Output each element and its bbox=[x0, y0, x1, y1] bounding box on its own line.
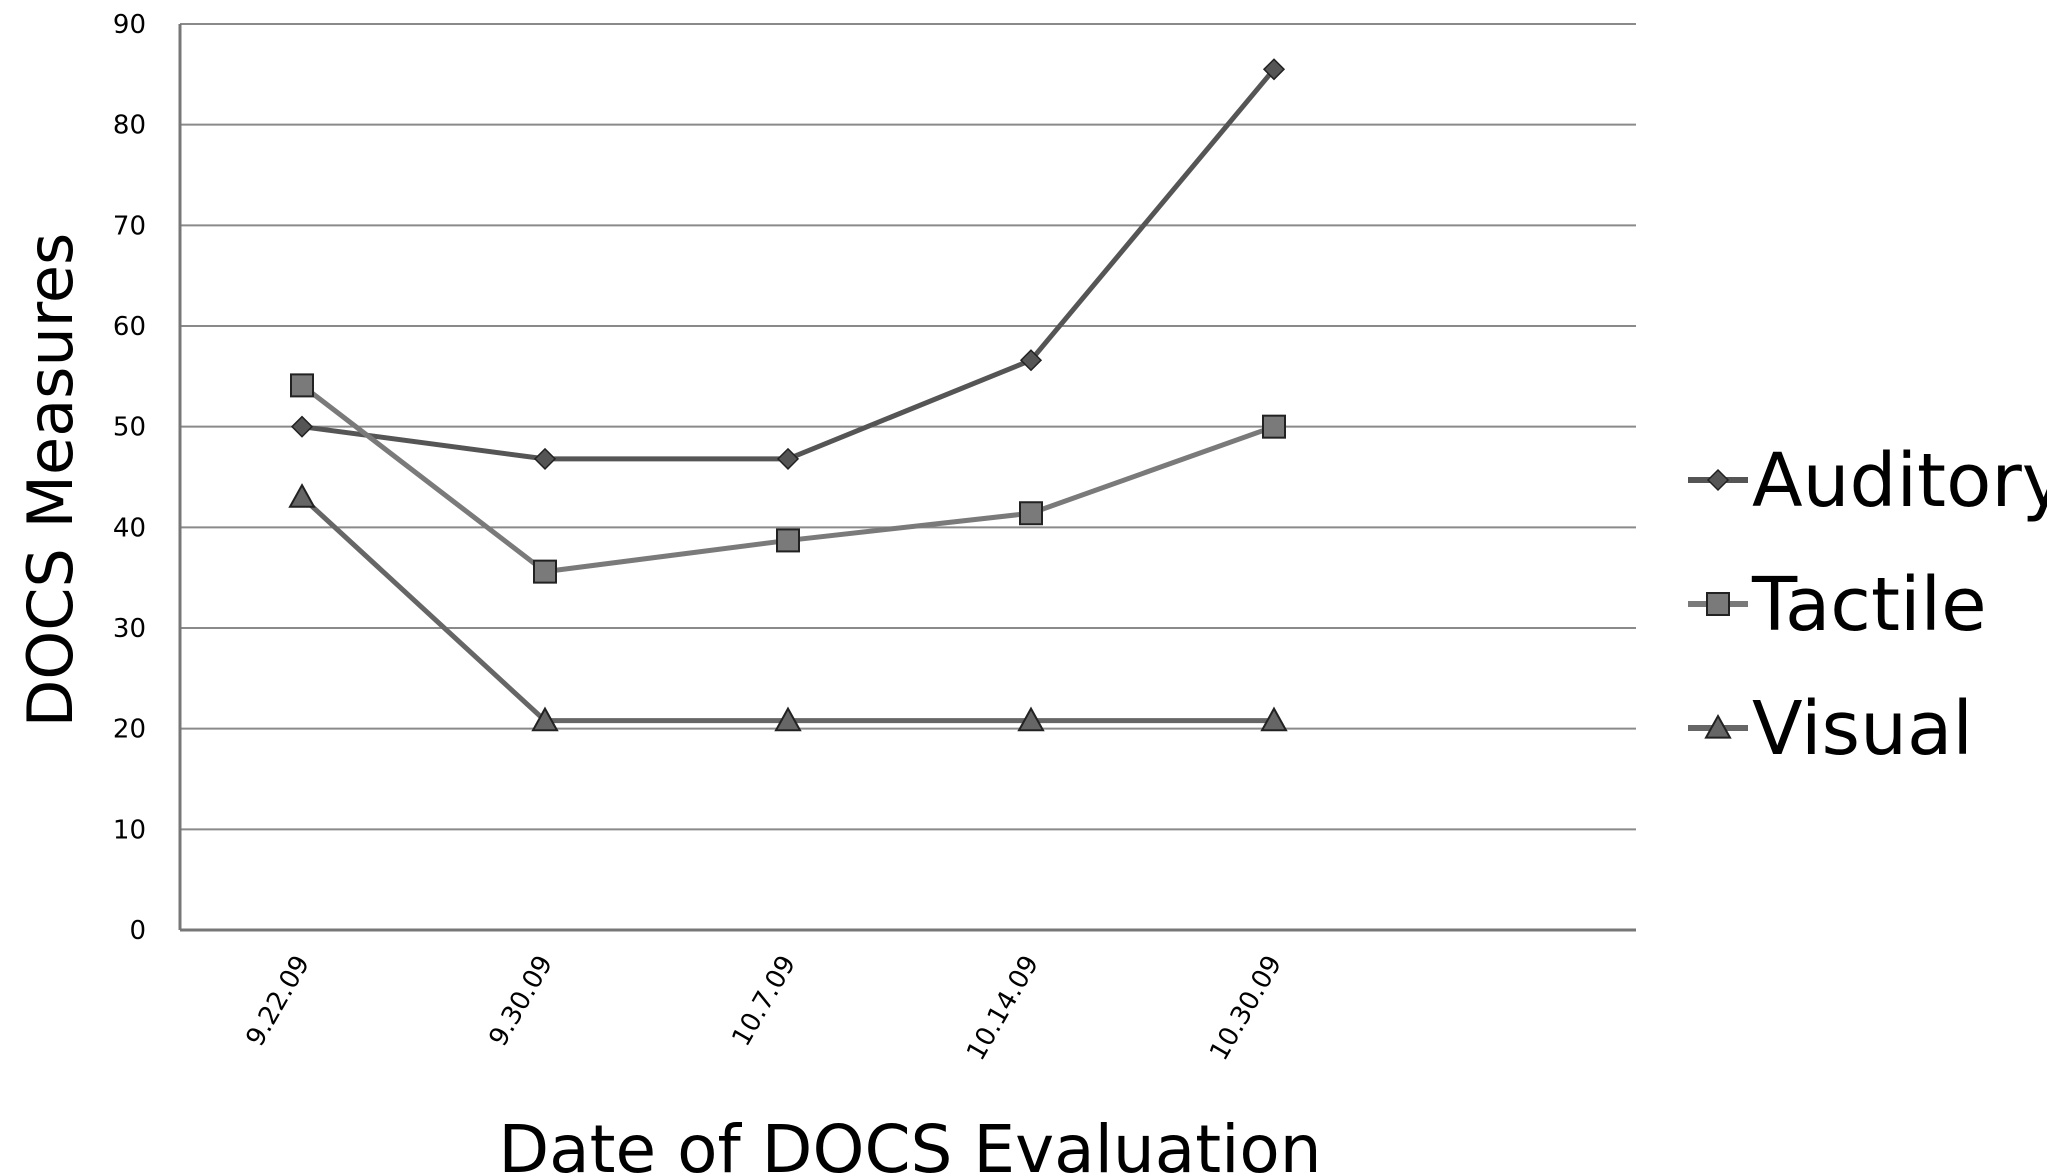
x-tick-labels: 9.22.09 9.30.09 10.7.09 10.14.09 10.30.09 bbox=[240, 951, 1288, 1066]
tactile-point bbox=[290, 373, 314, 398]
visual-point bbox=[1260, 706, 1288, 732]
gridlines bbox=[180, 23, 1636, 831]
y-tick-labels: 0 10 20 30 40 50 60 70 80 90 bbox=[113, 10, 146, 946]
series-lines bbox=[288, 58, 1288, 732]
x-tick-label: 10.7.09 bbox=[726, 951, 802, 1052]
visual-point bbox=[1017, 706, 1045, 732]
x-tick-label: 10.30.09 bbox=[1204, 951, 1288, 1066]
auditory-point bbox=[290, 415, 314, 438]
tactile-point bbox=[1262, 414, 1286, 439]
tactile-point bbox=[1019, 501, 1043, 526]
x-tick-label: 9.30.09 bbox=[483, 951, 559, 1052]
tactile-series bbox=[290, 373, 1286, 584]
legend-marker bbox=[1706, 592, 1730, 616]
legend-marker bbox=[1704, 713, 1732, 739]
legend-label: Auditory bbox=[1752, 438, 2047, 524]
y-tick-label: 30 bbox=[113, 614, 146, 644]
axes bbox=[178, 24, 1636, 932]
tactile-point bbox=[533, 559, 557, 584]
y-tick-label: 90 bbox=[113, 10, 146, 40]
auditory-point bbox=[1019, 349, 1043, 372]
visual-point bbox=[774, 706, 802, 732]
legend-marker bbox=[1706, 468, 1730, 492]
visual-series bbox=[288, 483, 1288, 732]
y-tick-label: 80 bbox=[113, 111, 146, 141]
auditory-point bbox=[533, 447, 557, 470]
y-tick-label: 0 bbox=[129, 916, 146, 946]
x-tick-label: 9.22.09 bbox=[240, 951, 316, 1052]
legend: Auditory Tactile Visual bbox=[1688, 438, 2047, 772]
y-tick-label: 70 bbox=[113, 211, 146, 241]
auditory-point bbox=[1262, 58, 1286, 81]
y-tick-label: 10 bbox=[113, 815, 146, 845]
legend-item-tactile: Tactile bbox=[1688, 562, 1987, 648]
legend-label: Visual bbox=[1752, 686, 1973, 772]
x-tick-label: 10.14.09 bbox=[961, 951, 1045, 1066]
legend-item-visual: Visual bbox=[1688, 686, 1973, 772]
visual-point bbox=[531, 706, 559, 732]
auditory-line bbox=[301, 67, 1276, 462]
y-axis-label: DOCS Measures bbox=[14, 233, 87, 728]
y-tick-label: 20 bbox=[113, 715, 146, 745]
y-tick-label: 50 bbox=[113, 413, 146, 443]
legend-label: Tactile bbox=[1751, 562, 1987, 648]
legend-item-auditory: Auditory bbox=[1688, 438, 2047, 524]
y-tick-label: 60 bbox=[113, 312, 146, 342]
tactile-point bbox=[776, 528, 800, 553]
auditory-series bbox=[290, 58, 1286, 470]
visual-point bbox=[288, 483, 316, 508]
y-tick-label: 40 bbox=[113, 513, 146, 543]
auditory-point bbox=[776, 447, 800, 470]
x-axis-label: Date of DOCS Evaluation bbox=[498, 1111, 1321, 1176]
